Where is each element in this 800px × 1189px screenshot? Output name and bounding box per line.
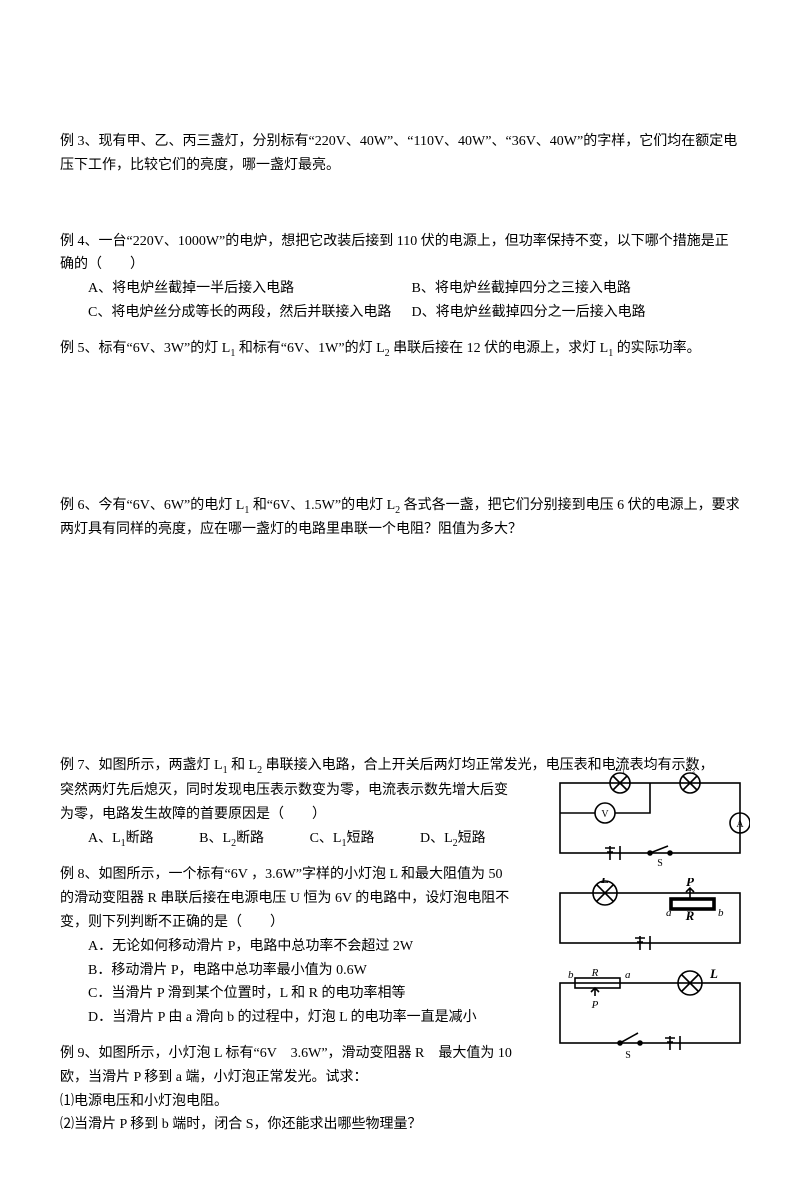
p7-optC-pre: C、L — [310, 831, 342, 846]
fig1-L1-label: L₁ — [615, 768, 626, 774]
fig2-R-label: R — [685, 908, 695, 923]
problem-4-stem: 例 4、一台“220V、1000W”的电炉，想把它改装后接到 110 伏的电源上… — [60, 230, 740, 278]
problem-8-opt-c: C．当滑片 P 滑到某个位置时，L 和 R 的电功率相等 — [88, 982, 520, 1006]
problem-5-mid1: 和标有“6V、1W”的灯 L — [235, 341, 384, 356]
fig1-V-label: V — [601, 809, 609, 820]
problems-7-8-9-block: 例 7、如图所示，两盏灯 L1 和 L2 串联接入电路，合上开关后两灯均正常发光… — [60, 754, 740, 1137]
problem-4: 例 4、一台“220V、1000W”的电炉，想把它改装后接到 110 伏的电源上… — [60, 230, 740, 325]
fig1-A-label: A — [736, 819, 744, 830]
problem-4-opt-d: D、将电炉丝截掉四分之一后接入电路 — [412, 305, 646, 320]
fig3-L-label: L — [709, 968, 718, 981]
fig2-a-label: a — [666, 907, 672, 919]
problem-6-mid1: 和“6V、1.5W”的电灯 L — [249, 498, 395, 513]
problem-5-mid2: 串联后接在 12 伏的电源上，求灯 L — [390, 341, 609, 356]
problem-7-options: A、L1断路 B、L2断路 C、L1短路 D、L2短路 — [60, 827, 520, 852]
problem-9: 例 9、如图所示，小灯泡 L 标有“6V 3.6W”，滑动变阻器 R 最大值为 … — [60, 1042, 520, 1137]
circuit-figures: L₁ L₂ V A S — [550, 768, 750, 1073]
problem-8-options: A．无论如何移动滑片 P，电路中总功率不会超过 2W B．移动滑片 P，电路中总… — [60, 935, 520, 1030]
problem-6-pre: 例 6、今有“6V、6W”的电灯 L — [60, 498, 244, 513]
fig3-a-label: a — [625, 969, 631, 981]
fig2-L-label: L — [600, 878, 609, 886]
problem-8-stem: 例 8、如图所示，一个标有“6V ，3.6W”字样的小灯泡 L 和最大阻值为 5… — [60, 863, 520, 934]
fig3-R-label: R — [591, 968, 599, 979]
problem-6: 例 6、今有“6V、6W”的电灯 L1 和“6V、1.5W”的电灯 L2 各式各… — [60, 494, 740, 543]
p7-optD-end: 短路 — [458, 831, 486, 846]
problem-8-opt-d: D．当滑片 P 由 a 滑向 b 的过程中，灯泡 L 的电功率一直是减小 — [88, 1006, 520, 1030]
problem-8-opt-b: B．移动滑片 P，电路中总功率最小值为 0.6W — [88, 959, 520, 983]
fig2-b-label: b — [718, 907, 724, 919]
p7-optC-end: 短路 — [346, 831, 374, 846]
circuit-figure-2: L P a R b — [550, 878, 750, 958]
p7-optB-end: 断路 — [236, 831, 264, 846]
fig1-L2-label: L₂ — [685, 768, 696, 774]
problem-4-opt-c: C、将电炉丝分成等长的两段，然后并联接入电路 — [88, 301, 408, 325]
circuit-figure-1: L₁ L₂ V A S — [550, 768, 750, 868]
p7-optD-pre: D、L — [420, 831, 453, 846]
page-content: 例 3、现有甲、乙、丙三盏灯，分别标有“220V、40W”、“110V、40W”… — [0, 0, 800, 1189]
p7-optA-end: 断路 — [126, 831, 154, 846]
problem-5-pre: 例 5、标有“6V、3W”的灯 L — [60, 341, 230, 356]
fig3-b-label: b — [568, 969, 574, 981]
problem-7-pre: 例 7、如图所示，两盏灯 L — [60, 758, 223, 773]
problem-4-opt-a: A、将电炉丝截掉一半后接入电路 — [88, 277, 408, 301]
p7-optB-pre: B、L — [199, 831, 231, 846]
problem-3: 例 3、现有甲、乙、丙三盏灯，分别标有“220V、40W”、“110V、40W”… — [60, 130, 740, 178]
problem-3-text: 例 3、现有甲、乙、丙三盏灯，分别标有“220V、40W”、“110V、40W”… — [60, 134, 737, 173]
fig2-P-label: P — [686, 878, 695, 889]
problem-5: 例 5、标有“6V、3W”的灯 L1 和标有“6V、1W”的灯 L2 串联后接在… — [60, 337, 740, 362]
problem-9-q2: ⑵当滑片 P 移到 b 端时，闭合 S，你还能求出哪些物理量？ — [60, 1113, 520, 1137]
circuit-figure-3: b R a P L S — [550, 968, 750, 1063]
problem-7-mid1: 和 L — [228, 758, 258, 773]
problem-4-options: A、将电炉丝截掉一半后接入电路 B、将电炉丝截掉四分之三接入电路 C、将电炉丝分… — [60, 277, 740, 325]
fig1-S-label: S — [657, 858, 663, 868]
problem-8: 例 8、如图所示，一个标有“6V ，3.6W”字样的小灯泡 L 和最大阻值为 5… — [60, 863, 520, 1030]
problem-9-stem: 例 9、如图所示，小灯泡 L 标有“6V 3.6W”，滑动变阻器 R 最大值为 … — [60, 1042, 520, 1090]
problem-7-line2: 突然两灯先后熄灭，同时发现电压表示数变为零，电流表示数先增大后变为零，电路发生故… — [60, 783, 508, 822]
problem-9-q1: ⑴电源电压和小灯泡电阻。 — [60, 1090, 520, 1114]
problem-5-end: 的实际功率。 — [613, 341, 701, 356]
fig3-S-label: S — [625, 1050, 631, 1061]
p7-optA-pre: A、L — [88, 831, 121, 846]
problem-4-opt-b: B、将电炉丝截掉四分之三接入电路 — [412, 281, 631, 296]
fig3-P-label: P — [591, 999, 599, 1011]
problem-8-opt-a: A．无论如何移动滑片 P，电路中总功率不会超过 2W — [88, 935, 520, 959]
